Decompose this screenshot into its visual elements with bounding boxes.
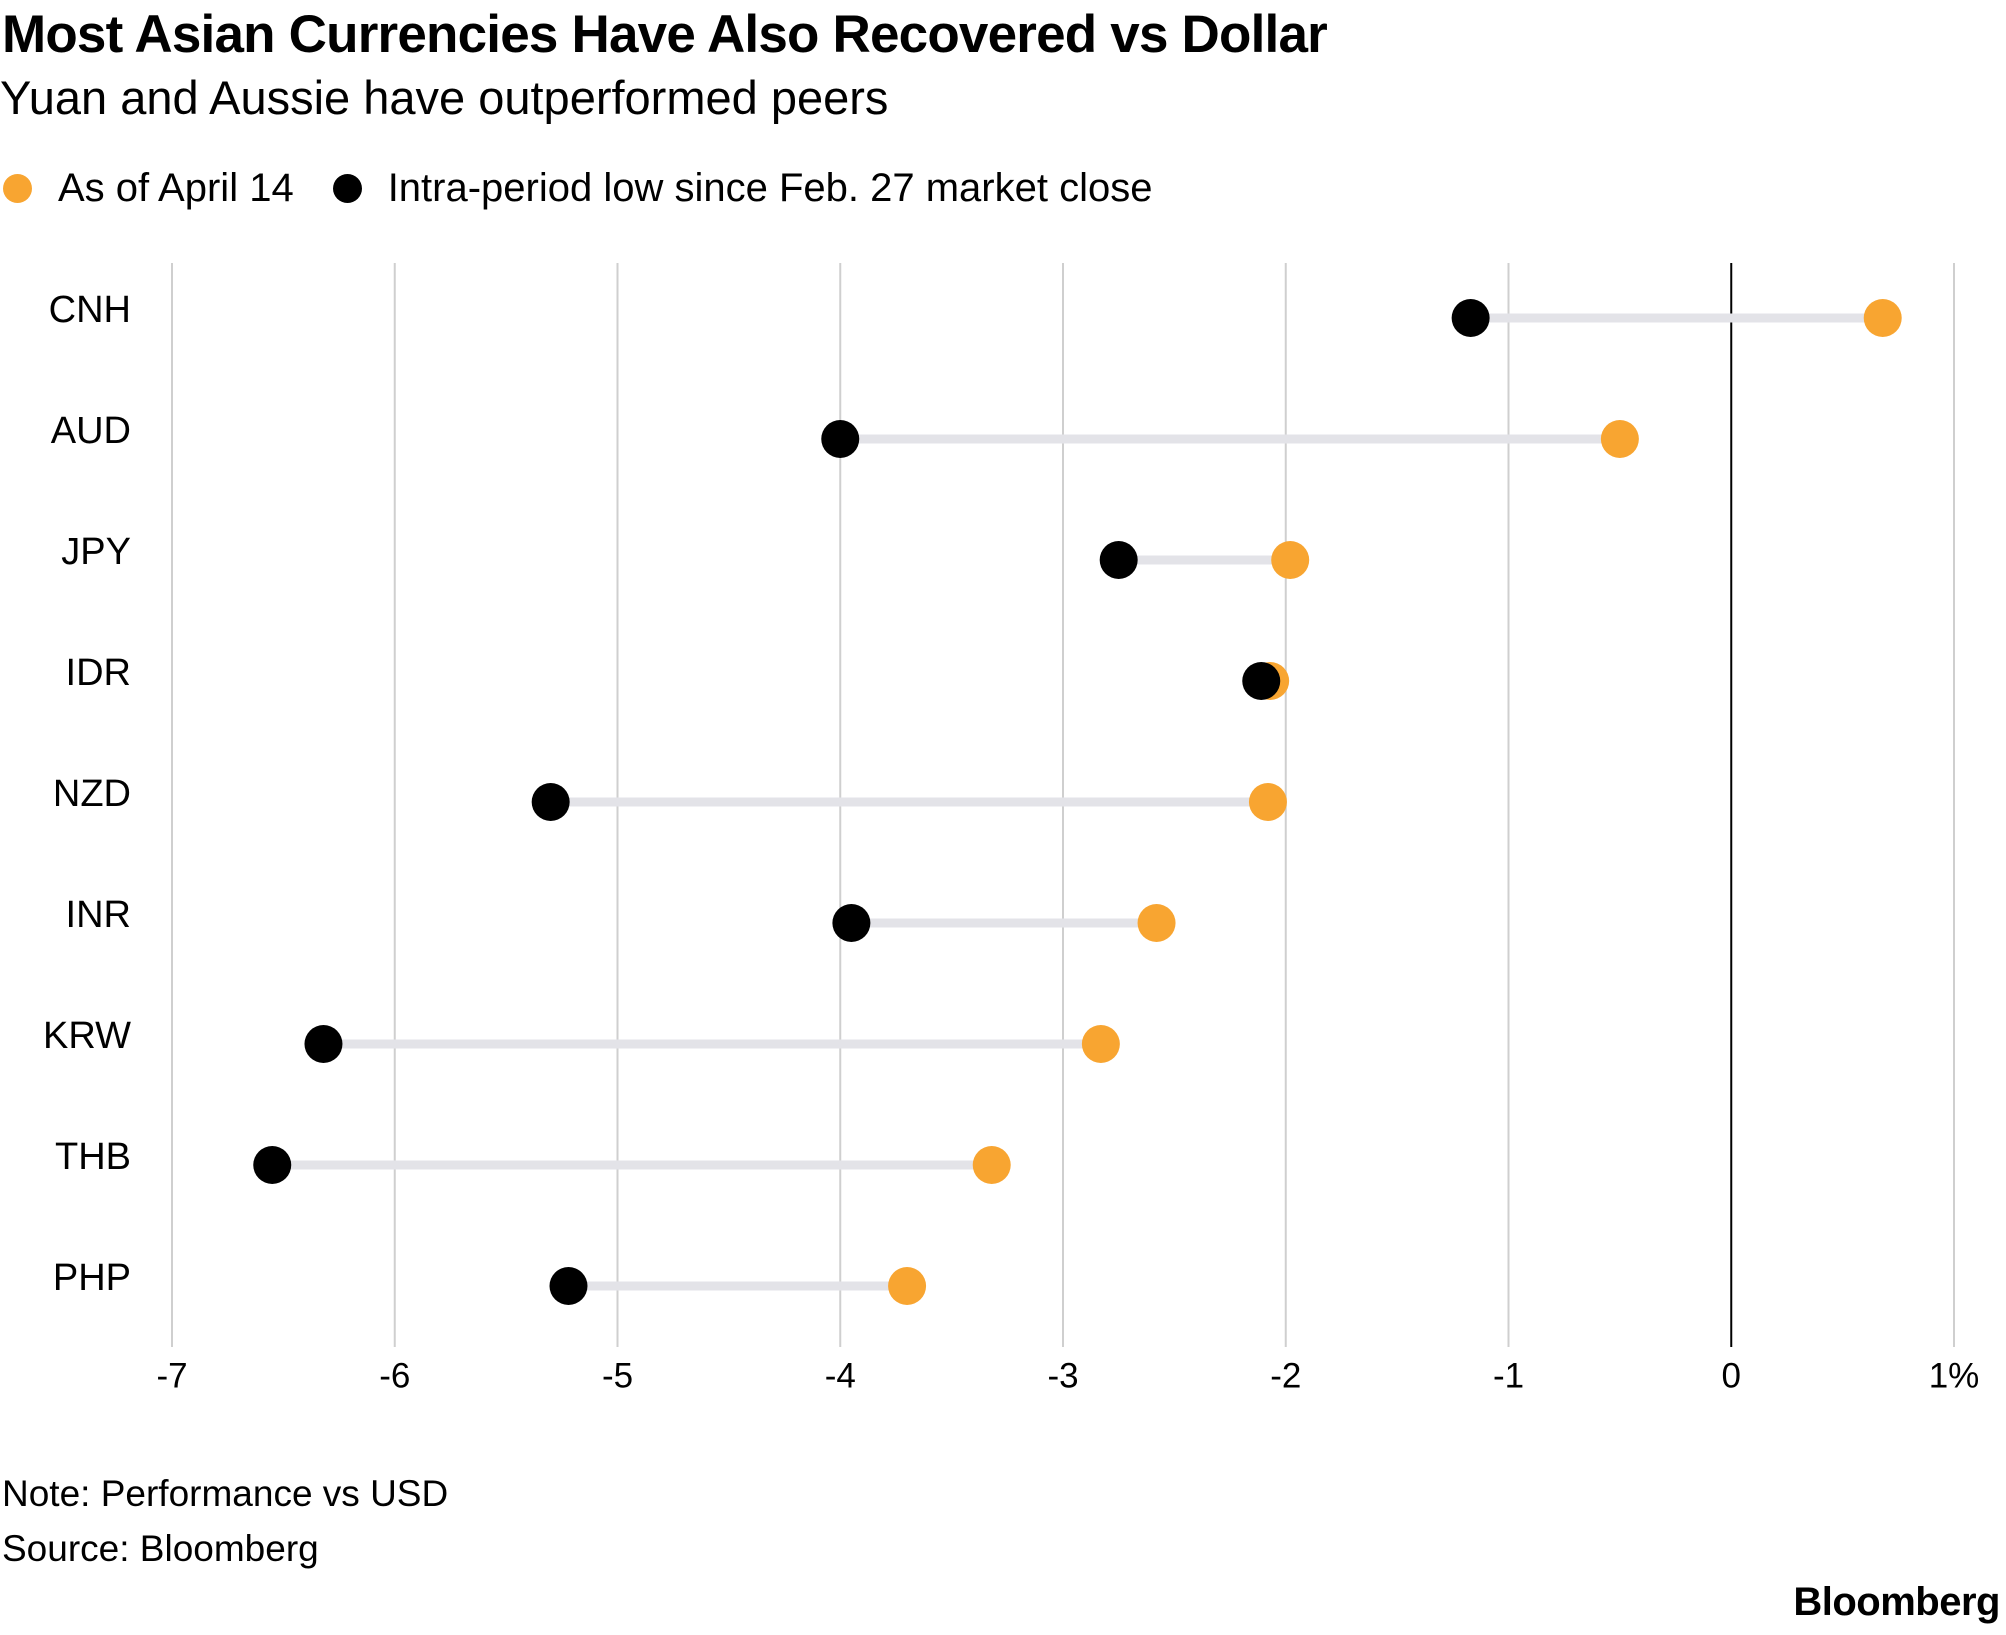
legend-swatch-orange [3, 173, 32, 203]
y-label-krw: KRW [43, 1015, 131, 1057]
point-intra-low-idr [1242, 662, 1281, 700]
y-label-thb: THB [55, 1136, 131, 1178]
legend-swatch-black [332, 173, 362, 203]
point-april14-krw [1081, 1025, 1120, 1063]
source-line: Source: Bloomberg [2, 1528, 319, 1569]
y-label-nzd: NZD [53, 773, 131, 815]
legend-label-intra-low: Intra-period low since Feb. 27 market cl… [387, 165, 1153, 210]
x-tick-label--2: -2 [1270, 1356, 1301, 1395]
x-tick-label-0: 0 [1722, 1356, 1741, 1395]
chart-area: -7 -6 -5 -4 -3 -2 -1 0 1% CNH AUD JPY IDR NZD INR KRW T… [43, 263, 1979, 1395]
legend-label-april14: As of April 14 [58, 165, 294, 210]
x-axis-tick-labels: -7 -6 -5 -4 -3 -2 -1 0 1% [156, 1356, 1979, 1395]
chart-title: Most Asian Currencies Have Also Recovere… [2, 5, 1328, 64]
point-intra-low-aud [821, 420, 860, 458]
point-april14-aud [1600, 420, 1639, 458]
point-intra-low-nzd [531, 783, 570, 821]
footnote: Note: Performance vs USD [2, 1473, 449, 1514]
x-tick-label--7: -7 [156, 1356, 187, 1395]
dumbbell-chart: -7 -6 -5 -4 -3 -2 -1 0 1% CNH AUD JPY IDR NZD INR KRW T… [43, 263, 1979, 1395]
point-april14-nzd [1248, 783, 1287, 821]
point-intra-low-jpy [1099, 541, 1138, 579]
data-points [253, 299, 1902, 1305]
bloomberg-logo: Bloomberg [1793, 1580, 2000, 1624]
point-intra-low-php [549, 1267, 588, 1305]
x-tick-label--1: -1 [1493, 1356, 1524, 1395]
y-label-inr: INR [66, 894, 131, 936]
x-tick-label--3: -3 [1047, 1356, 1078, 1395]
x-tick-label--6: -6 [379, 1356, 410, 1395]
point-april14-thb [972, 1146, 1011, 1184]
point-intra-low-cnh [1451, 299, 1490, 337]
y-label-cnh: CNH [49, 289, 131, 331]
y-label-idr: IDR [66, 652, 131, 694]
point-intra-low-krw [304, 1025, 343, 1063]
point-intra-low-inr [832, 904, 871, 942]
y-label-jpy: JPY [61, 531, 131, 573]
point-intra-low-thb [253, 1146, 292, 1184]
point-april14-jpy [1271, 541, 1310, 579]
y-label-php: PHP [53, 1257, 131, 1299]
legend-item-april14: As of April 14 [0, 166, 294, 211]
legend: As of April 14 Intra-period low since Fe… [0, 162, 1188, 214]
x-tick-label-1-: 1% [1929, 1356, 1980, 1395]
point-april14-php [888, 1267, 927, 1305]
chart-subtitle: Yuan and Aussie have outperformed peers [0, 71, 889, 124]
x-tick-label--5: -5 [602, 1356, 633, 1395]
legend-item-intra-low: Intra-period low since Feb. 27 market cl… [330, 165, 1153, 211]
point-april14-cnh [1863, 299, 1902, 337]
range-connectors [272, 313, 1883, 1291]
point-april14-inr [1137, 904, 1176, 942]
x-tick-label--4: -4 [825, 1356, 856, 1395]
y-axis-category-labels: CNH AUD JPY IDR NZD INR KRW THB PHP [43, 289, 131, 1299]
y-label-aud: AUD [51, 410, 131, 452]
